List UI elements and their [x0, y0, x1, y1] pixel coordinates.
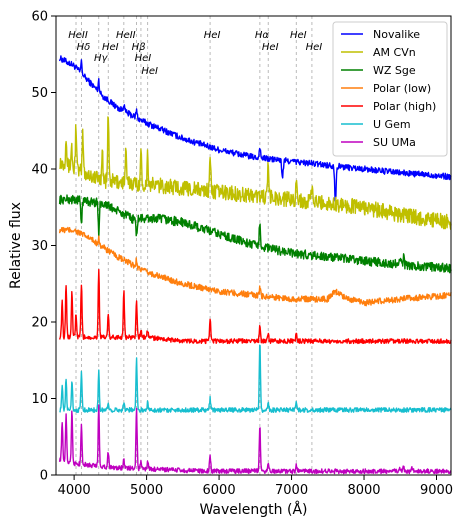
line-marker-label: HeI — [141, 66, 158, 77]
series-line-3 — [58, 226, 452, 307]
y-tick-label: 30 — [31, 239, 48, 254]
legend-label: AM CVn — [373, 46, 416, 59]
x-axis-title: Wavelength (Å) — [199, 501, 307, 518]
line-marker-label: HeII — [68, 30, 88, 41]
line-marker-label: HeI — [135, 53, 152, 64]
series-line-4 — [58, 268, 452, 345]
series-lines — [58, 55, 452, 475]
line-marker-label: HeI — [102, 42, 119, 53]
legend-label: Polar (high) — [373, 100, 436, 113]
series-line-2 — [58, 194, 452, 274]
x-tick-label: 5000 — [130, 483, 163, 498]
y-tick-label: 50 — [31, 86, 48, 101]
series-line-6 — [58, 404, 452, 475]
legend-label: Novalike — [373, 28, 420, 41]
y-tick-label: 60 — [31, 10, 48, 25]
legend-label: U Gem — [373, 118, 411, 131]
line-marker-label: Hα — [255, 30, 270, 41]
line-marker-label: Hδ — [77, 42, 91, 53]
line-marker-label: HeI — [262, 42, 279, 53]
x-tick-label: 8000 — [347, 483, 380, 498]
y-tick-label: 0 — [40, 469, 48, 484]
line-marker-label: HeI — [306, 42, 323, 53]
y-tick-label: 40 — [31, 163, 48, 178]
line-marker-label: Hγ — [94, 53, 109, 64]
series-line-1 — [59, 116, 452, 230]
axis-ticks: 4000 5000 6000 7000 8000 9000 0 10 20 30 40 50 60 — [31, 10, 453, 499]
y-axis-title: Relative flux — [8, 202, 24, 289]
line-marker-label: Hβ — [132, 42, 147, 53]
line-marker-label: HeI — [204, 30, 221, 41]
series-line-5 — [59, 344, 452, 413]
line-marker-label: HeI — [290, 30, 307, 41]
series-line-0 — [58, 55, 452, 202]
legend-box — [332, 21, 448, 157]
y-tick-label: 10 — [31, 392, 48, 407]
x-tick-label: 6000 — [203, 483, 236, 498]
legend-label: WZ Sge — [373, 64, 416, 77]
legend: Novalike AM CVn WZ Sge Polar (low) Polar (hi… — [332, 21, 448, 157]
x-tick-label: 9000 — [420, 483, 453, 498]
x-tick-label: 7000 — [275, 483, 308, 498]
legend-label: Polar (low) — [373, 82, 431, 95]
legend-label: SU UMa — [373, 136, 416, 149]
y-tick-label: 20 — [31, 316, 48, 331]
x-tick-label: 4000 — [58, 483, 91, 498]
line-marker-label: HeII — [116, 30, 136, 41]
